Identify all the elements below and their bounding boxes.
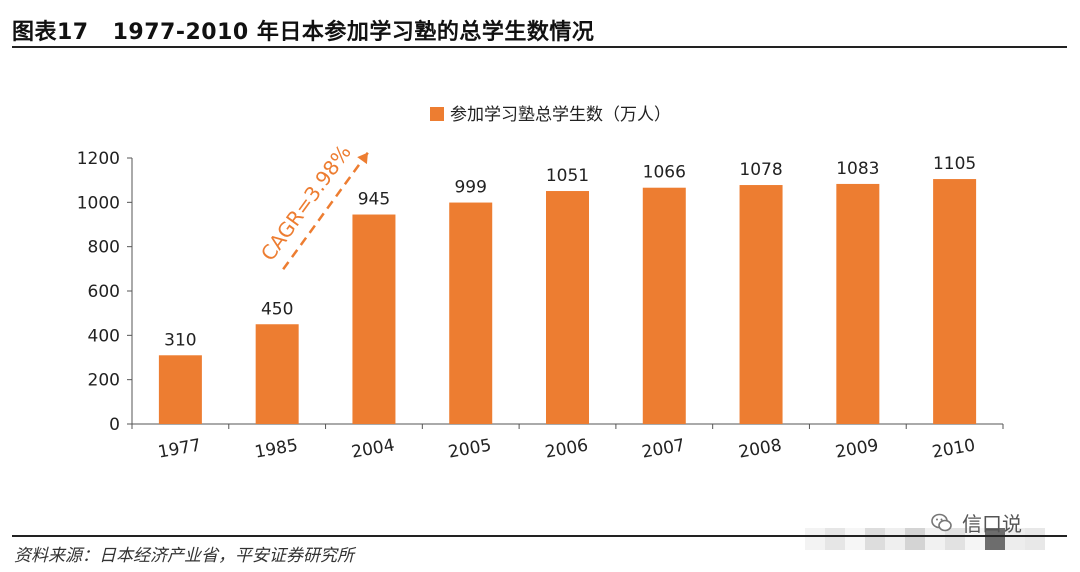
bar — [255, 324, 299, 424]
data-label: 1051 — [546, 166, 589, 186]
x-tick-label: 2009 — [834, 435, 880, 462]
chart-svg: 参加学习塾总学生数（万人） 0 200 400 600 800 1000 1200 310 197… — [77, 104, 1004, 463]
header-rule — [12, 46, 1067, 48]
data-label: 450 — [261, 299, 293, 319]
data-label: 1105 — [933, 154, 976, 174]
bar — [158, 355, 202, 424]
figure-title: 1977-2010 年日本参加学习塾的总学生数情况 — [112, 20, 595, 45]
pixelated-watermark-strip — [805, 528, 1045, 550]
x-tick-label: 2005 — [447, 435, 493, 462]
x-tick-label: 1985 — [253, 435, 299, 462]
data-label: 1078 — [739, 160, 782, 180]
footer-rule — [12, 535, 1067, 537]
x-tick-label: 1977 — [156, 435, 202, 462]
x-tick-label: 2006 — [544, 435, 590, 462]
bar — [836, 183, 880, 424]
x-tick-label: 2007 — [640, 435, 686, 462]
cagr-annotation-label: CAGR=3.98% — [256, 140, 356, 265]
data-label: 310 — [164, 330, 196, 350]
y-tick-label: 1000 — [77, 193, 120, 213]
data-label: 1066 — [643, 163, 686, 183]
bar-chart: 参加学习塾总学生数（万人） 0 200 400 600 800 1000 1200 310 197… — [0, 60, 1080, 490]
data-label: 1083 — [836, 159, 879, 179]
bar — [352, 214, 396, 424]
cagr-arrow-line — [282, 151, 369, 270]
y-tick-label: 600 — [88, 282, 120, 302]
data-label: 999 — [454, 178, 486, 198]
bar — [546, 191, 589, 424]
y-tick-label: 400 — [88, 326, 120, 346]
bar — [933, 179, 977, 424]
x-tick-label: 2010 — [931, 435, 977, 462]
watermark-brand: 信口说 — [930, 508, 1022, 537]
data-label: 945 — [358, 190, 390, 210]
figure-header: 图表17 1977-2010 年日本参加学习塾的总学生数情况 — [12, 10, 1067, 48]
y-tick-label: 0 — [109, 415, 120, 435]
source-note: 资料来源：日本经济产业省，平安证券研究所 — [14, 546, 354, 566]
y-tick-label: 1200 — [77, 149, 120, 169]
legend-label: 参加学习塾总学生数（万人） — [450, 104, 671, 125]
y-tick-label: 800 — [88, 238, 120, 258]
bar — [642, 187, 686, 424]
y-tick-label: 200 — [88, 371, 120, 391]
x-tick-label: 2008 — [737, 435, 783, 462]
watermark-text: 信口说 — [962, 512, 1022, 536]
bar — [449, 202, 493, 424]
bar — [739, 185, 783, 424]
legend-swatch — [430, 107, 444, 121]
figure-number: 图表17 — [12, 20, 89, 45]
cagr-arrow-head — [357, 152, 368, 165]
x-tick-label: 2004 — [350, 435, 396, 462]
wechat-icon — [931, 513, 952, 531]
figure-title-line: 图表17 1977-2010 年日本参加学习塾的总学生数情况 — [12, 14, 594, 46]
